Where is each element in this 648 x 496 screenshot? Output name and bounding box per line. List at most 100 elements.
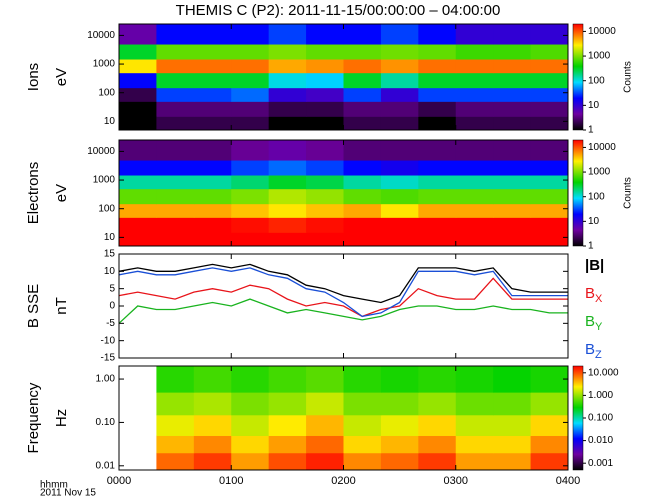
heatmap-cell <box>156 188 195 205</box>
heatmap-cell <box>343 101 382 117</box>
heatmap-cell <box>530 24 569 45</box>
heatmap-cell <box>306 392 344 416</box>
colorbar-tick-label: 100 <box>588 75 605 86</box>
heatmap-cell <box>493 175 532 190</box>
heatmap-cell <box>530 140 569 161</box>
heatmap-cell <box>268 203 307 218</box>
heatmap-cell <box>193 175 232 190</box>
heatmap-cell <box>380 414 419 436</box>
heatmap-cell <box>530 72 569 89</box>
heatmap-cell <box>343 140 382 161</box>
heatmap-cell <box>380 217 419 233</box>
legend-entry: BX <box>585 285 603 305</box>
heatmap-cell <box>343 217 382 233</box>
heatmap-cell <box>493 232 532 247</box>
heatmap-cell <box>231 435 270 454</box>
heatmap-cell <box>380 116 419 131</box>
heatmap-cell <box>156 452 195 471</box>
heatmap-cell <box>530 59 569 74</box>
heatmap-cell <box>530 101 569 117</box>
heatmap-cell <box>418 188 457 205</box>
chart-title: THEMIS C (P2): 2011-11-15/00:00:00 – 04:… <box>176 2 501 19</box>
heatmap-cell <box>418 232 457 247</box>
x-tick-label: 0000 <box>107 475 131 487</box>
colorbar-label: Counts <box>623 177 634 209</box>
heatmap-cell <box>455 175 494 190</box>
heatmap-cell <box>231 203 270 218</box>
colorbar-tick-label: 10000 <box>588 26 616 37</box>
heatmap-cell <box>493 366 532 393</box>
y-tick-label: 15 <box>104 249 116 260</box>
heatmap-cell <box>493 435 532 454</box>
heatmap-cell <box>193 392 232 416</box>
heatmap-cell <box>530 87 569 102</box>
heatmap-cell <box>156 217 195 233</box>
plot-frame <box>118 253 569 359</box>
heatmap-cell <box>193 44 232 60</box>
colorbar-tick-label: 1 <box>588 241 594 252</box>
legend-entry: BZ <box>585 341 602 361</box>
heatmap-cell <box>493 414 532 436</box>
heatmap-cell <box>268 101 307 117</box>
heatmap-cell <box>306 366 344 393</box>
heatmap-cell <box>343 414 382 436</box>
heatmap-cell <box>193 366 232 393</box>
heatmap-cell <box>231 72 270 89</box>
y-axis-label: eV <box>53 184 70 202</box>
heatmap-cell <box>193 217 232 233</box>
heatmap-cell <box>268 366 307 393</box>
heatmap-cell <box>306 160 344 176</box>
series-line <box>118 263 568 304</box>
heatmap-cell <box>455 116 494 131</box>
heatmap-cell <box>530 175 569 190</box>
heatmap-cell <box>530 160 569 176</box>
y-tick-label: 1000 <box>93 175 116 186</box>
heatmap-cell <box>455 72 494 89</box>
heatmap-cell <box>119 59 157 74</box>
heatmap-cell <box>380 188 419 205</box>
heatmap-cell <box>380 392 419 416</box>
y-tick-label: 10 <box>104 116 116 127</box>
heatmap-cell <box>193 140 232 161</box>
heatmap-cell <box>156 232 195 247</box>
heatmap-cell <box>380 435 419 454</box>
series-line <box>118 277 568 318</box>
heatmap-cell <box>156 59 195 74</box>
colorbar <box>572 23 584 131</box>
heatmap-cell <box>418 160 457 176</box>
heatmap-cell <box>418 366 457 393</box>
heatmap-cell <box>193 24 232 45</box>
heatmap-cell <box>343 232 382 247</box>
heatmap-cell <box>455 414 494 436</box>
heatmap-cell <box>193 59 232 74</box>
heatmap-cell <box>418 435 457 454</box>
heatmap-cell <box>493 140 532 161</box>
y-tick-label: -10 <box>101 335 116 346</box>
heatmap-cell <box>193 203 232 218</box>
legend-entry: BY <box>585 313 603 333</box>
heatmap-cell <box>306 72 344 89</box>
heatmap-cell <box>530 392 569 416</box>
colorbar <box>572 139 584 247</box>
heatmap-cell <box>268 232 307 247</box>
heatmap-cell <box>306 217 344 233</box>
heatmap-cell <box>455 392 494 416</box>
heatmap-cell <box>418 101 457 117</box>
heatmap-cell <box>343 203 382 218</box>
heatmap-cell <box>343 116 382 131</box>
heatmap-cell <box>231 44 270 60</box>
colorbar <box>572 365 584 471</box>
colorbar-tick-label: 10.000 <box>588 367 619 378</box>
heatmap-cell <box>156 435 195 454</box>
heatmap-cell <box>380 140 419 161</box>
heatmap-cell <box>455 140 494 161</box>
heatmap-cell <box>530 452 569 471</box>
colorbar-tick-label: 10000 <box>588 142 616 153</box>
heatmap-cell <box>119 217 157 233</box>
heatmap-cell <box>530 217 569 233</box>
heatmap-cell <box>380 366 419 393</box>
heatmap-cell <box>343 188 382 205</box>
y-axis-label: nT <box>53 297 70 315</box>
heatmap-cell <box>418 72 457 89</box>
heatmap-cell <box>119 44 157 60</box>
